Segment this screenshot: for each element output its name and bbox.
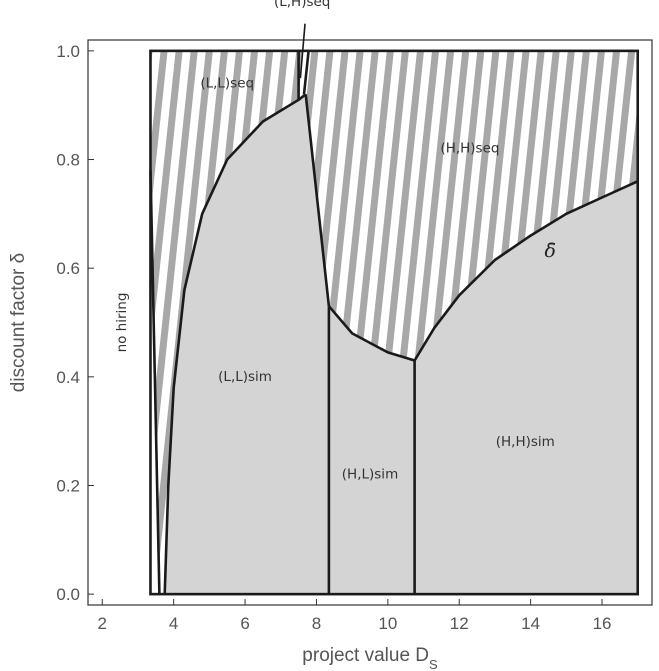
plot-area	[87, 39, 653, 606]
boundary-ll-hl-drop	[304, 94, 331, 307]
region-label: (L,H)seq	[274, 0, 330, 10]
x-tick-label: 8	[312, 614, 321, 633]
region-label: (H,H)sim	[496, 434, 555, 450]
y-tick-label: 0.2	[56, 476, 80, 495]
x-axis-title: project value DS	[302, 645, 438, 671]
region-label: no hiring	[114, 293, 130, 353]
chart-marks: (L,L)seq (L,H)seq (H,H)seq no hiring (L,L)si…	[56, 0, 640, 633]
region-frame	[149, 49, 640, 596]
delta-bar-label: δ̄	[545, 240, 556, 262]
boundary-no-hiring	[149, 170, 161, 595]
boundary-hl-sim-seq	[327, 305, 415, 362]
boundary-lh-seq-hh-seq	[302, 50, 310, 95]
region-label: (H,H)seq	[440, 141, 499, 157]
x-tick-label: 16	[593, 614, 612, 633]
x-tick-label: 12	[450, 614, 469, 633]
simultaneous-region	[164, 94, 638, 595]
x-tick-label: 14	[521, 614, 540, 633]
lh-seq-leader-line	[299, 23, 306, 79]
y-tick-label: 0.8	[56, 151, 80, 170]
x-axis-title-subscript: S	[429, 657, 438, 671]
no-hiring-base	[150, 583, 165, 595]
x-axis-title-main: project value D	[302, 645, 429, 666]
region-label: (H,L)sim	[342, 467, 398, 483]
region-fills	[150, 50, 638, 595]
boundary-delta-bar	[413, 180, 639, 362]
y-tick-label: 0.4	[56, 368, 80, 387]
y-tick-label: 0.6	[56, 259, 80, 278]
y-tick-label: 0.0	[56, 585, 80, 604]
region-label: (L,L)seq	[200, 75, 254, 91]
y-axis-title: discount factor δ	[8, 253, 29, 392]
x-tick-label: 10	[378, 614, 397, 633]
boundary-ll-sim-seq	[163, 93, 307, 595]
x-tick-label: 6	[240, 614, 249, 633]
region-label: (L,L)sim	[218, 369, 272, 385]
y-tick-label: 1.0	[56, 42, 80, 61]
x-tick-label: 2	[98, 614, 107, 633]
x-tick-label: 4	[169, 614, 178, 633]
